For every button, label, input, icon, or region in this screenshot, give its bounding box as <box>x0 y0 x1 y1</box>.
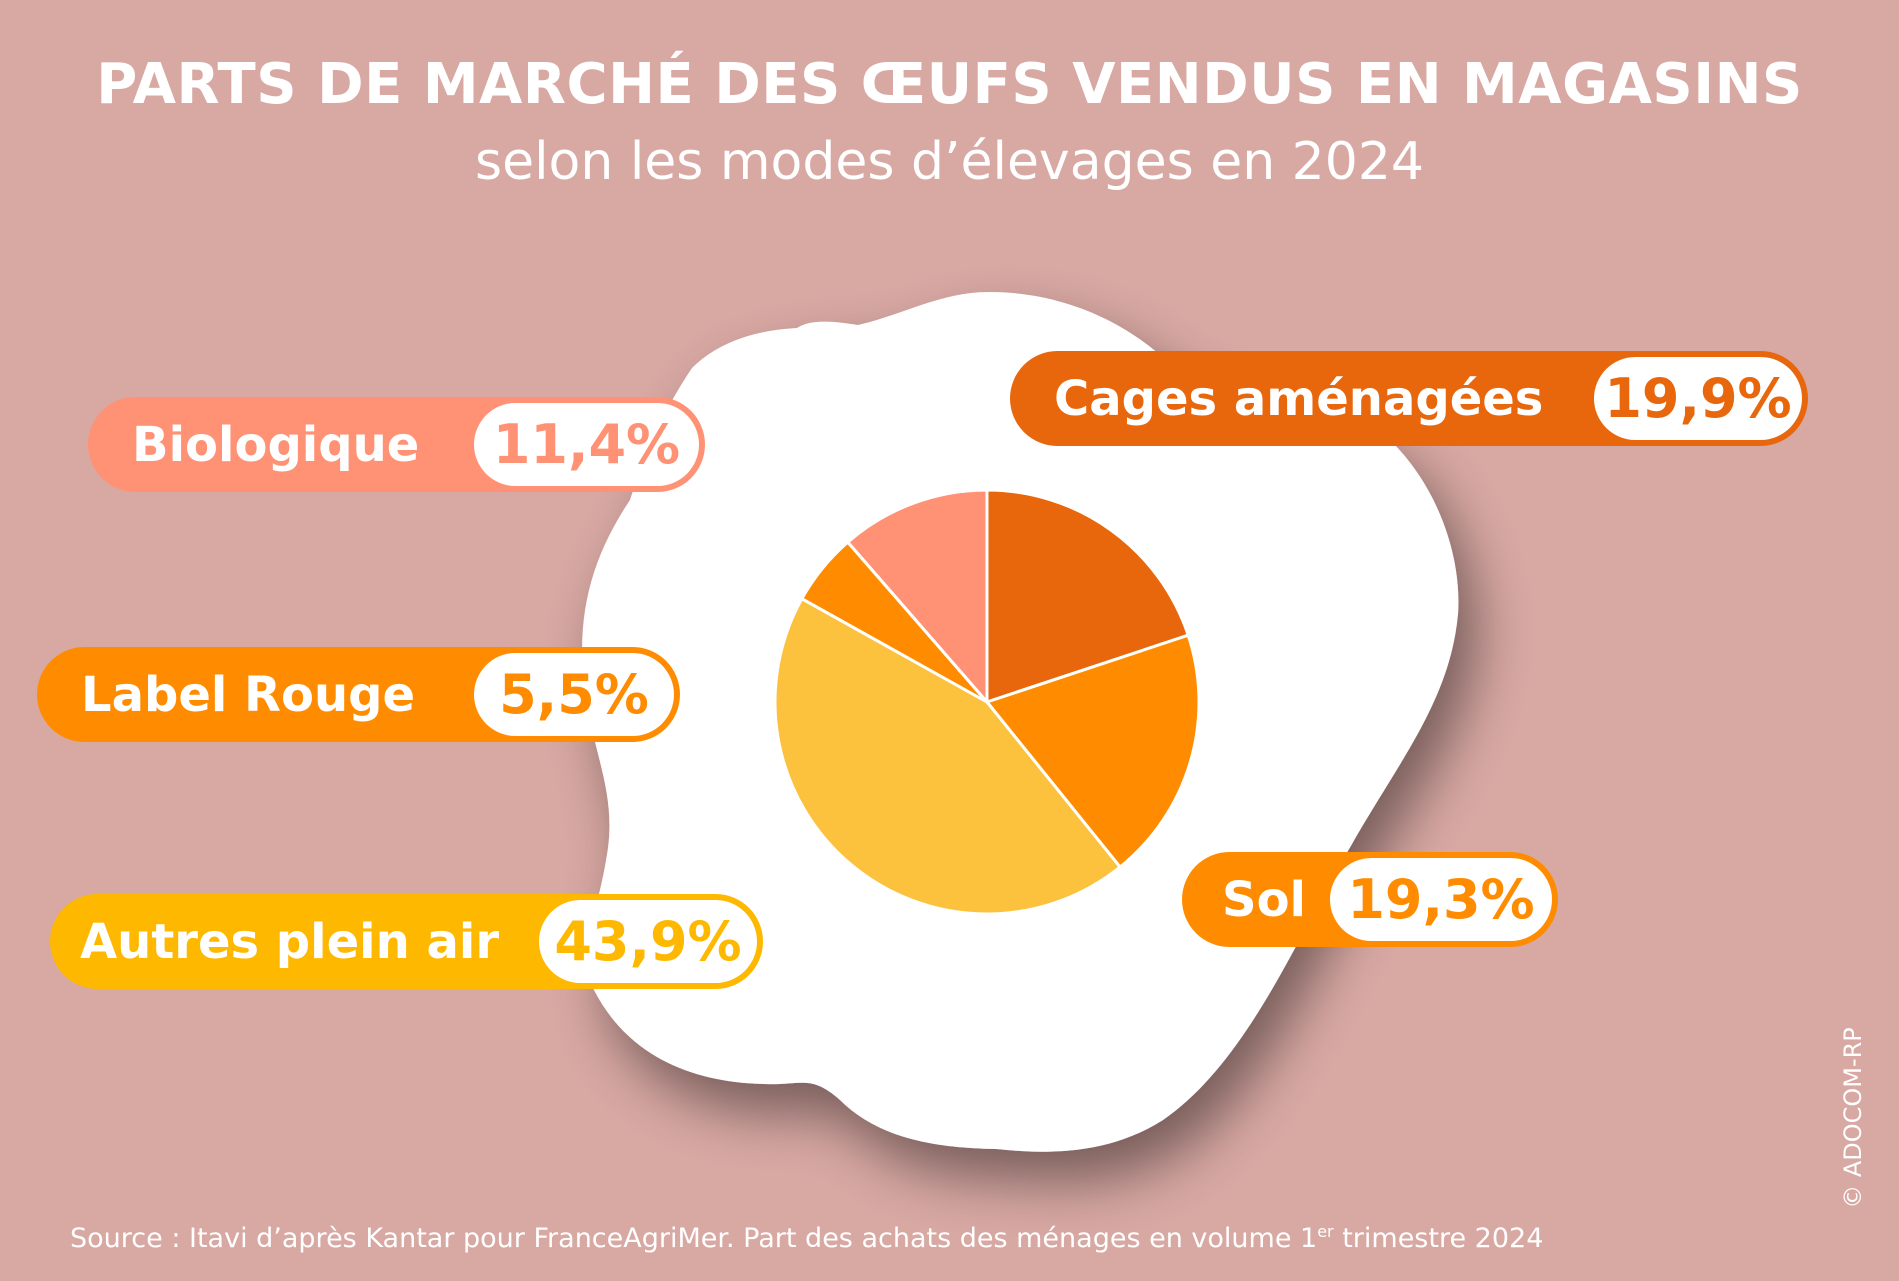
label-autres-plein-air-name: Autres plein air <box>80 913 499 970</box>
source-superscript: er <box>1317 1222 1334 1241</box>
pie-slice-biologique <box>846 488 989 704</box>
source-text-end: trimestre 2024 <box>1333 1223 1544 1254</box>
label-cages: Cages aménagées 19,9% <box>1010 351 1808 446</box>
pie-slice-sol <box>985 633 1201 869</box>
label-biologique-name: Biologique <box>132 416 420 473</box>
label-autres-plein-air-value: 43,9% <box>539 900 757 983</box>
chart-title: PARTS DE MARCHÉ DES ŒUFS VENDUS EN MAGAS… <box>96 52 1803 117</box>
source-note: Source : Itavi d’après Kantar pour Franc… <box>70 1222 1543 1254</box>
label-autres-plein-air: Autres plein air 43,9% <box>50 894 763 989</box>
label-cages-value: 19,9% <box>1594 357 1802 440</box>
label-cages-name: Cages aménagées <box>1054 370 1544 427</box>
source-text: Source : Itavi d’après Kantar pour Franc… <box>70 1223 1318 1254</box>
label-sol-value: 19,3% <box>1330 858 1552 941</box>
copyright: © ADOCOM-RP <box>1839 1027 1867 1209</box>
label-label-rouge: Label Rouge 5,5% <box>37 647 680 742</box>
label-label-rouge-value: 5,5% <box>474 653 674 736</box>
label-biologique-value: 11,4% <box>474 403 699 486</box>
label-biologique: Biologique 11,4% <box>88 397 705 492</box>
pie-slice-autres-plein-air <box>773 597 1122 916</box>
label-sol-name: Sol <box>1222 871 1306 928</box>
pie-slice-cages-am-nag-es <box>985 488 1190 704</box>
chart-subtitle: selon les modes d’élevages en 2024 <box>474 132 1425 192</box>
label-label-rouge-name: Label Rouge <box>81 666 416 723</box>
pie <box>773 488 1201 916</box>
label-sol: Sol 19,3% <box>1182 852 1558 947</box>
